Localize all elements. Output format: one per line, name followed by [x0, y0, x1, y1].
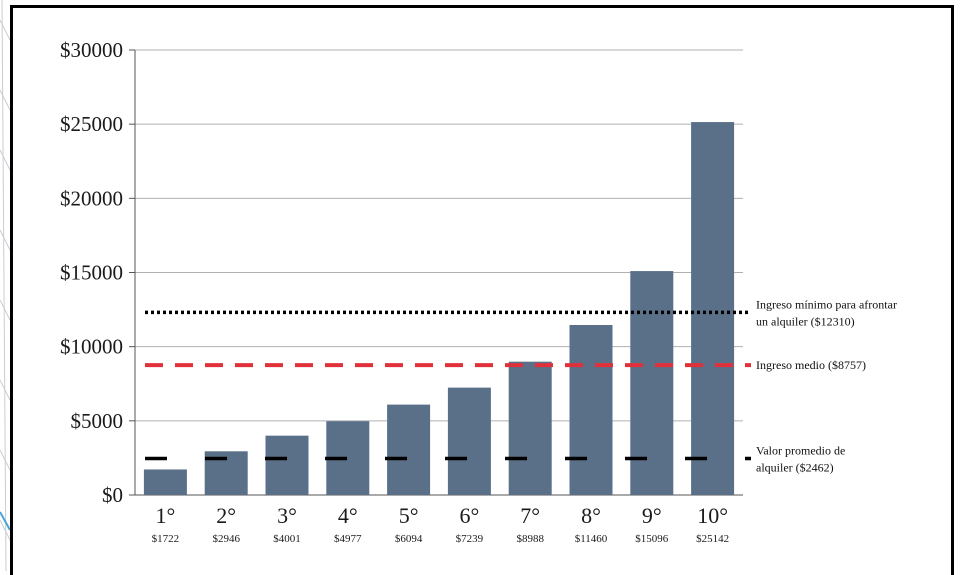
category-label: 2°	[216, 503, 236, 528]
bar-10	[691, 122, 735, 495]
category-label: 6°	[459, 503, 479, 528]
reference-lines	[145, 310, 751, 461]
bar-chart: $0 $5000 $10000 $15000 $20000 $25000 $30000 1° $…	[60, 38, 897, 545]
bar-8	[569, 325, 613, 495]
bar-value-label: $4977	[334, 533, 362, 545]
y-tick-label: $20000	[60, 186, 123, 210]
bar-1	[143, 469, 187, 495]
bar-value-label: $7239	[456, 533, 484, 545]
labels: $0 $5000 $10000 $15000 $20000 $25000 $30000 1° $…	[60, 38, 897, 545]
category-label: 5°	[399, 503, 419, 528]
y-tick-label: $30000	[60, 38, 123, 62]
reference-line-label: Ingreso medio ($8757)	[756, 358, 866, 372]
bar-7	[508, 361, 552, 495]
category-label: 7°	[520, 503, 540, 528]
category-label: 1°	[155, 503, 175, 528]
bar-value-label: $15096	[635, 533, 669, 545]
reference-line-label: alquiler ($2462)	[756, 460, 834, 474]
bar-value-label: $25142	[696, 533, 729, 545]
category-label: 10°	[697, 503, 728, 528]
category-label: 9°	[642, 503, 662, 528]
y-tick-label: $0	[102, 483, 123, 507]
reference-line-label: Valor promedio de	[756, 443, 845, 457]
bar-value-label: $11460	[575, 533, 608, 545]
reference-line-label: un alquiler ($12310)	[756, 314, 855, 328]
bar-value-label: $1722	[152, 533, 180, 545]
chart-frame: $0 $5000 $10000 $15000 $20000 $25000 $30000 1° $…	[10, 5, 954, 575]
bar-value-label: $2946	[212, 533, 240, 545]
bar-value-label: $4001	[273, 533, 301, 545]
bar-5	[387, 404, 431, 495]
bar-value-label: $6094	[395, 533, 423, 545]
y-tick-label: $10000	[60, 335, 123, 359]
bars	[143, 122, 735, 495]
category-label: 4°	[338, 503, 358, 528]
bar-6	[447, 387, 491, 495]
bar-value-label: $8988	[516, 533, 544, 545]
category-label: 8°	[581, 503, 601, 528]
y-tick-label: $5000	[71, 409, 124, 433]
bar-3	[265, 435, 309, 495]
category-label: 3°	[277, 503, 297, 528]
reference-line-label: Ingreso mínimo para afrontar	[756, 297, 897, 311]
y-tick-label: $25000	[60, 112, 123, 136]
y-tick-label: $15000	[60, 261, 123, 285]
bar-9	[630, 271, 674, 495]
